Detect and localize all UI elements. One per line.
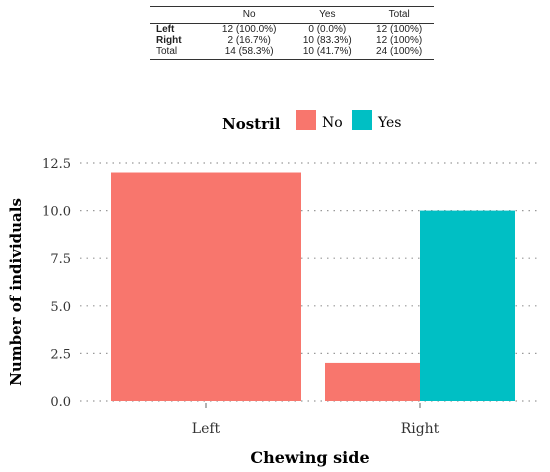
table-row: Right 2 (16.7%) 10 (83.3%) 12 (100%) — [150, 35, 434, 46]
table-cell: 12 (100%) — [376, 35, 423, 46]
table-row: Total 14 (58.3%) 10 (41.7%) 24 (100%) — [150, 46, 434, 60]
legend-swatch-yes — [352, 110, 372, 130]
row-label: Total — [150, 46, 208, 60]
legend-swatch-no — [296, 110, 316, 130]
row-label: Right — [156, 35, 182, 46]
table-cell: 14 (58.3%) — [208, 46, 291, 60]
y-axis-title: Number of individuals — [7, 198, 25, 386]
table-cell: 10 (83.3%) — [302, 35, 352, 46]
y-tick-label: 7.5 — [50, 252, 71, 267]
x-tick-label: Left — [192, 421, 221, 437]
bars-group — [111, 172, 515, 401]
legend-label-yes: Yes — [377, 115, 402, 131]
y-tick-label: 12.5 — [42, 157, 71, 172]
x-axis-ticks: Left Right — [192, 403, 440, 437]
bar-left-no — [111, 172, 301, 401]
table-cell: 10 (41.7%) — [290, 46, 365, 60]
table-cell: 0 (0.0%) — [308, 24, 347, 35]
table-header-cell: Yes — [290, 6, 365, 24]
table-cell: 2 (16.7%) — [227, 35, 271, 46]
table-header-cell: No — [208, 6, 291, 24]
x-tick-label: Right — [401, 421, 440, 437]
row-label: Left — [156, 24, 175, 35]
table-header-cell — [150, 6, 208, 24]
y-tick-label: 5.0 — [50, 300, 71, 315]
table-row: Left 12 (100.0%) 0 (0.0%) 12 (100%) — [150, 24, 434, 36]
legend-label-no: No — [322, 115, 343, 131]
bar-right-no — [325, 362, 420, 401]
y-tick-label: 0.0 — [50, 395, 71, 410]
y-axis-ticks: 0.0 2.5 5.0 7.5 10.0 12.5 — [42, 157, 71, 410]
table-cell: 12 (100%) — [376, 24, 423, 35]
x-axis-title: Chewing side — [250, 448, 369, 467]
contingency-table: No Yes Total Left 12 (100.0%) 0 (0.0%) 1… — [150, 6, 434, 60]
table-header-row: No Yes Total — [150, 6, 434, 24]
table-cell: 12 (100.0%) — [221, 24, 277, 35]
y-tick-label: 2.5 — [50, 347, 71, 362]
y-tick-label: 10.0 — [42, 205, 71, 220]
legend-title: Nostril — [222, 115, 281, 133]
bar-right-yes — [420, 210, 515, 401]
table-cell: 24 (100%) — [364, 46, 434, 60]
table-header-cell: Total — [364, 6, 434, 24]
